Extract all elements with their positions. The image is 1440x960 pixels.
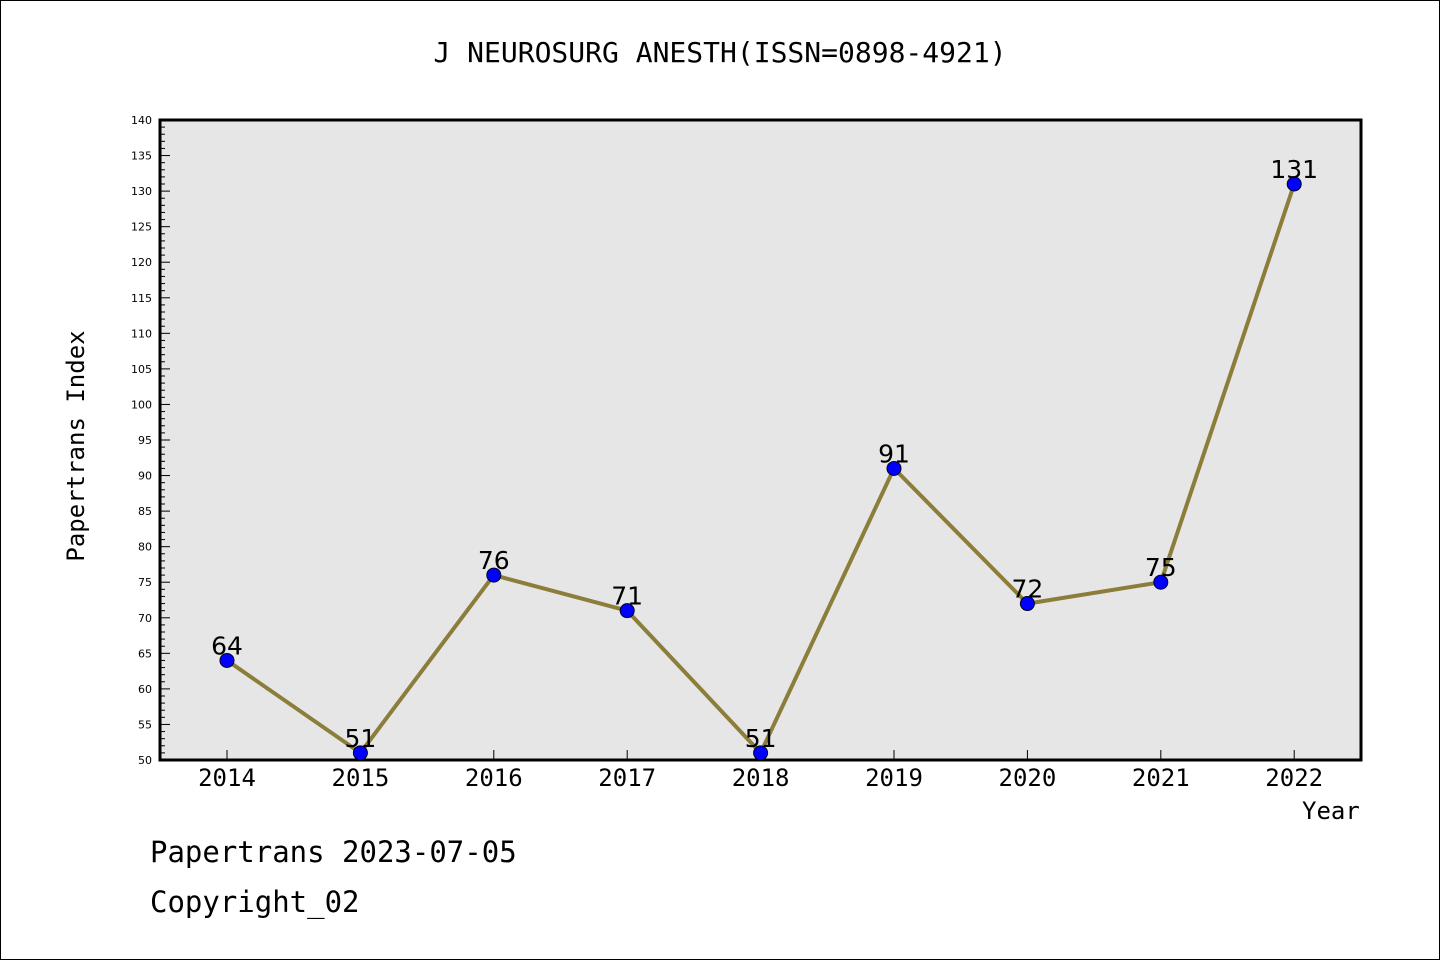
data-label: 71	[611, 582, 643, 611]
footer-copyright: Copyright_02	[150, 885, 360, 919]
x-tick-label: 2020	[999, 764, 1057, 792]
x-tick-label: 2016	[465, 764, 523, 792]
data-point	[486, 567, 502, 583]
x-tick-label: 2018	[732, 764, 790, 792]
chart-title: J NEUROSURG ANESTH(ISSN=0898-4921)	[433, 36, 1007, 69]
data-labels: 64 51 76 71 51 91 72 75 131	[211, 155, 1318, 753]
data-point	[619, 603, 635, 619]
plot-area	[158, 118, 1363, 762]
x-tick-label: 2014	[198, 764, 256, 792]
x-tick-label: 2022	[1265, 764, 1323, 792]
y-tick-label: 80	[138, 541, 152, 554]
y-tick-label: 130	[131, 185, 152, 198]
y-tick-label: 65	[138, 647, 152, 660]
y-tick-label: 140	[131, 114, 152, 127]
data-label: 64	[211, 631, 243, 660]
y-tick-label: 135	[131, 150, 152, 163]
data-label: 51	[745, 724, 777, 753]
y-tick-label: 70	[138, 612, 152, 625]
x-tick-label: 2021	[1132, 764, 1190, 792]
y-tick-label: 90	[138, 470, 152, 483]
y-tick-label: 105	[131, 363, 152, 376]
y-tick-label: 75	[138, 576, 152, 589]
y-axis-label: Papertrans Index	[62, 330, 90, 562]
y-tick-label: 95	[138, 434, 152, 447]
series-papertrans-index	[219, 176, 1302, 761]
y-tick-label: 85	[138, 505, 152, 518]
data-point	[1153, 574, 1169, 590]
data-point	[219, 652, 235, 668]
data-label: 131	[1270, 155, 1318, 184]
y-tick-label: 50	[138, 754, 152, 767]
data-point	[352, 745, 368, 761]
x-tick-label: 2017	[598, 764, 656, 792]
x-axis: 2014 2015 2016 2017 2018 2019 2020 2021 2022	[198, 750, 1323, 792]
footer-date: Papertrans 2023-07-05	[150, 835, 517, 869]
data-point	[1286, 176, 1302, 192]
data-label: 51	[344, 724, 376, 753]
y-tick-label: 110	[131, 327, 152, 340]
data-point	[1019, 596, 1035, 612]
data-label: 76	[478, 546, 510, 575]
x-tick-label: 2019	[865, 764, 923, 792]
y-tick-label: 115	[131, 292, 152, 305]
y-tick-label: 60	[138, 683, 152, 696]
y-tick-label: 120	[131, 256, 152, 269]
y-tick-label: 125	[131, 221, 152, 234]
data-label: 72	[1011, 575, 1043, 604]
x-axis-label: Year	[1302, 797, 1360, 825]
x-tick-label: 2015	[332, 764, 390, 792]
data-point	[753, 745, 769, 761]
data-label: 75	[1145, 553, 1177, 582]
data-label: 91	[878, 439, 910, 468]
y-tick-label: 55	[138, 718, 152, 731]
y-axis: 50 55 60 65 70 75 80 85 90 95 100 105 110 115 120 125 13…	[131, 114, 170, 767]
y-tick-label: 100	[131, 398, 152, 411]
data-point	[886, 460, 902, 476]
